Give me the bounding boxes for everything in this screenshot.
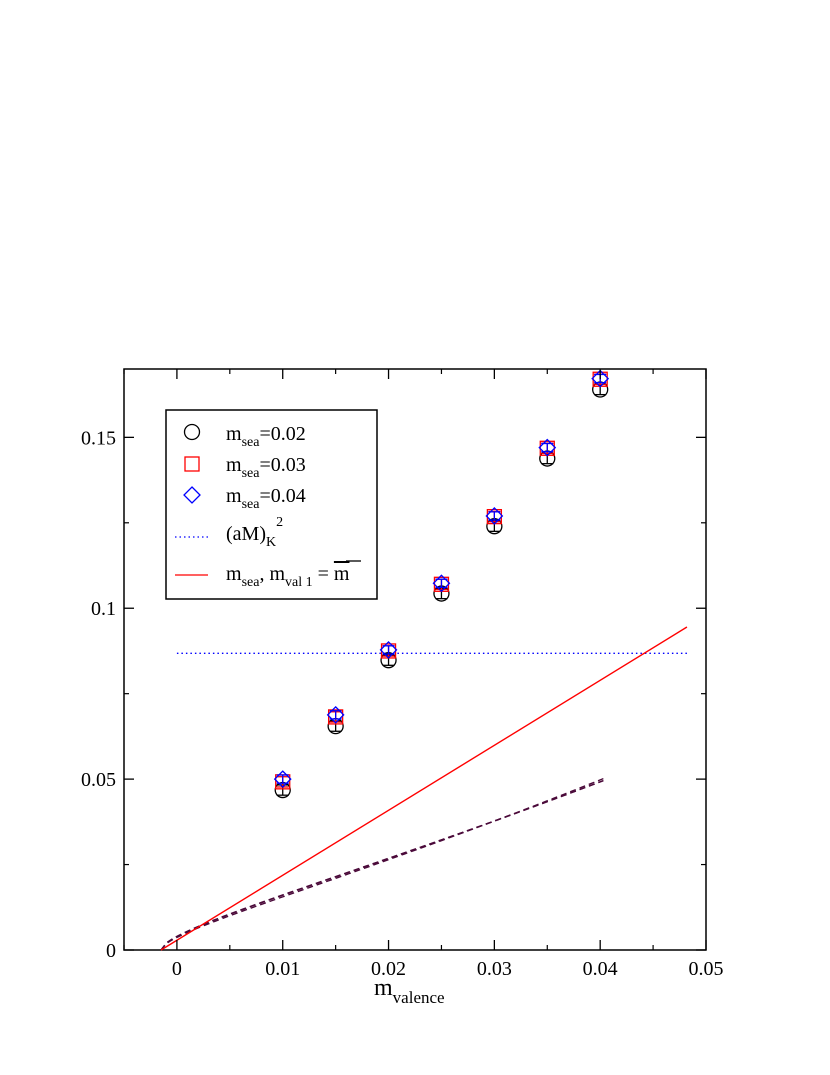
- x-axis-label: mvalence: [374, 975, 445, 1007]
- data-points: [273, 369, 610, 799]
- y-tick-label-1: 0.05: [81, 769, 116, 791]
- legend-entry-msea-mval-post: , m: [259, 563, 285, 585]
- x-tick-label-5: 0.05: [689, 958, 724, 980]
- fit-curves: [160, 777, 604, 951]
- data-point-s2-3: [432, 574, 451, 593]
- data-point-s2-5: [538, 438, 557, 457]
- legend-entry-msea-002-sub: sea: [242, 435, 261, 450]
- data-point-s2-4: [485, 507, 504, 525]
- axis-ticks: 0 0.01 0.02 0.03 0.04 0.05 0 0.05 0.1 0.15: [81, 369, 724, 980]
- legend-entry-amk2-sup: 2: [276, 515, 283, 530]
- legend-marker-msea-003: [184, 456, 200, 472]
- legend-entry-msea-002: msea=0.02: [226, 423, 306, 450]
- reference-lines: [160, 626, 688, 951]
- legend-entry-msea-003-sub: sea: [242, 466, 261, 481]
- legend-entry-msea-004-pre: m: [226, 485, 242, 507]
- x-axis-label-sub: valence: [393, 988, 445, 1007]
- legend-box: [165, 409, 378, 600]
- legend-entry-msea-mval-sub: sea: [242, 575, 261, 590]
- legend-entry-msea-004-post: =0.04: [259, 485, 305, 507]
- legend-entry-msea-002-pre: m: [226, 423, 242, 445]
- legend-entry-msea-003-post: =0.03: [259, 454, 305, 476]
- data-point-s2-1: [326, 705, 345, 724]
- data-point-s2-6: [591, 369, 610, 388]
- legend-entry-msea-002-post: =0.02: [259, 423, 305, 445]
- legend-marker-msea-004: [183, 486, 201, 504]
- fit-curve-1: [160, 777, 604, 951]
- x-tick-label-1: 0.01: [265, 958, 300, 980]
- legend-entry-msea-004: msea=0.04: [226, 485, 306, 512]
- y-tick-label-3: 0.15: [81, 427, 116, 449]
- x-tick-label-3: 0.03: [477, 958, 512, 980]
- data-point-s2-2: [379, 641, 398, 659]
- x-tick-label-4: 0.04: [583, 958, 618, 980]
- legend-entry-msea-004-sub: sea: [242, 497, 261, 512]
- legend-entry-msea-mval-sub2: val 1: [285, 575, 313, 590]
- legend-marker-msea-002: [183, 423, 201, 441]
- data-point-s2-0: [273, 770, 292, 789]
- y-tick-label-2: 0.1: [91, 598, 116, 620]
- legend-entry-amk2-pre: (aM): [226, 523, 266, 545]
- x-tick-label-2: 0.02: [371, 958, 406, 980]
- y-tick-label-0: 0: [106, 940, 116, 962]
- legend-entry-amk2-sub: K: [266, 535, 276, 550]
- series-line-4: [160, 626, 688, 951]
- data-point-s1-1: [327, 709, 344, 725]
- x-axis-label-main: m: [374, 975, 393, 1001]
- legend-entry-msea-003-pre: m: [226, 454, 242, 476]
- legend-entry-msea-mval: msea, mval 1 = m: [226, 563, 350, 590]
- legend-entry-msea-003: msea=0.03: [226, 454, 306, 481]
- legend-entry-msea-mval-pre: m: [226, 563, 242, 585]
- legend: msea=0.02 msea=0.03 msea=0.04 (aM)K2 mse…: [165, 409, 378, 600]
- fit-curve-3: [160, 780, 604, 951]
- x-tick-label-0: 0: [172, 958, 182, 980]
- plot-area: [123, 368, 707, 951]
- legend-entry-amk2: (aM)K2: [226, 515, 283, 550]
- legend-entry-msea-mval-overline: m: [334, 563, 350, 585]
- legend-entry-msea-mval-post2: =: [313, 563, 334, 585]
